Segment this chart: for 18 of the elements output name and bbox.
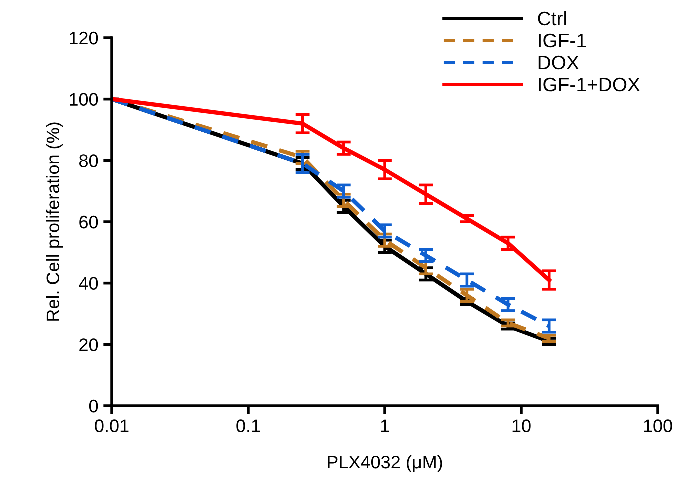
- x-tick-label: 0.1: [236, 420, 260, 432]
- legend-label: IGF-1+DOX: [539, 78, 640, 92]
- x-tick-label: 1: [381, 420, 390, 432]
- y-tick-label: 100: [70, 93, 98, 106]
- x-axis-title: PLX4032 (μM): [328, 455, 442, 472]
- x-tick-label: 10: [512, 420, 531, 432]
- x-tick-label: 0.01: [95, 420, 129, 432]
- y-tick-label: 0: [89, 400, 98, 413]
- legend-label: Ctrl: [538, 11, 566, 26]
- y-tick-label: 60: [80, 216, 98, 229]
- y-tick-label: 80: [80, 154, 98, 168]
- y-tick-label: 40: [79, 277, 98, 290]
- x-tick-label: 100: [644, 420, 672, 432]
- legend-label: IGF-1: [539, 34, 586, 48]
- y-tick-label: 20: [80, 338, 98, 352]
- y-axis-title: Rel. Cell proliferation (%): [46, 122, 64, 321]
- y-tick-label: 120: [70, 32, 98, 45]
- legend-label: DOX: [538, 56, 580, 70]
